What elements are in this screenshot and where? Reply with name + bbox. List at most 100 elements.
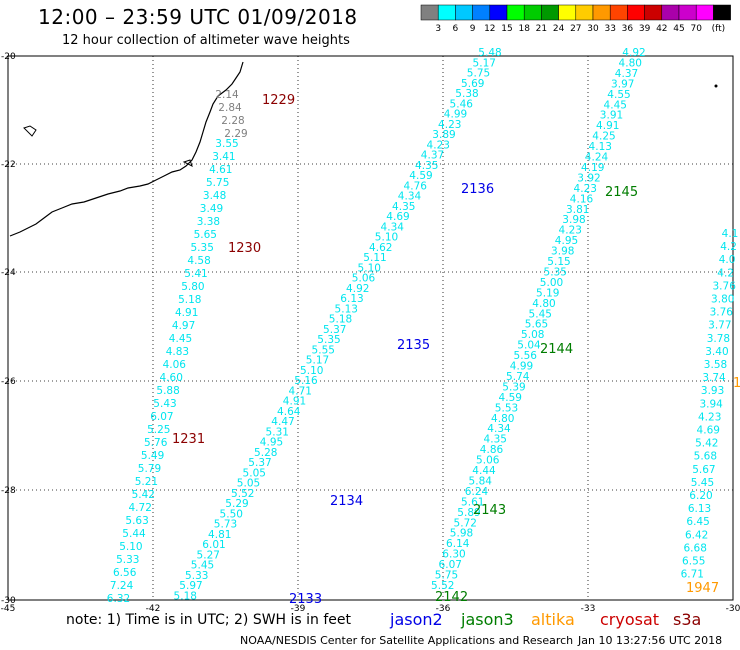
pass-number-label: 2143 xyxy=(473,503,506,518)
swh-value: 6.56 xyxy=(113,567,137,579)
swh-value: 5.65 xyxy=(194,229,217,241)
pass-number-label: 2144 xyxy=(540,342,573,357)
swh-value: 6.42 xyxy=(685,529,708,541)
swh-value: 5.42 xyxy=(695,438,718,450)
swh-value: 5.27 xyxy=(197,549,220,561)
swh-value: 6.30 xyxy=(442,549,465,561)
legend-label: 42 xyxy=(656,24,667,34)
swh-value: 5.63 xyxy=(125,515,148,527)
swh-value: 5.33 xyxy=(116,554,139,566)
swh-value: 4.23 xyxy=(427,139,450,151)
legend-label: 39 xyxy=(639,24,651,34)
swh-value: 4.81 xyxy=(208,529,231,541)
map-subtitle: 12 hour collection of altimeter wave hei… xyxy=(62,33,350,48)
swh-value: 5.69 xyxy=(461,78,484,90)
swh-value: 4.99 xyxy=(444,109,467,121)
swh-value: 4.76 xyxy=(404,180,428,192)
legend-label: 36 xyxy=(622,24,634,34)
swh-value: 5.38 xyxy=(455,88,478,100)
swh-value: 3.98 xyxy=(562,214,585,226)
swh-value: 4.80 xyxy=(491,413,514,425)
swh-value: 5.61 xyxy=(461,496,484,508)
swh-value: 5.44 xyxy=(122,528,146,540)
swh-value: 4.35 xyxy=(392,201,415,213)
swh-value: 3.38 xyxy=(197,216,220,228)
swh-value: 6.13 xyxy=(688,503,711,515)
swh-value: 3.76 xyxy=(710,307,734,319)
swh-value: 5.75 xyxy=(206,177,229,189)
swh-value: 5.74 xyxy=(506,371,530,383)
swh-value: 4.58 xyxy=(187,255,210,267)
swh-value: 3.55 xyxy=(215,138,238,150)
lat-tick-label: -28 xyxy=(1,486,16,496)
swh-value: 5.16 xyxy=(294,375,318,387)
pass-number-label: 2133 xyxy=(289,592,322,607)
swh-value: 4.80 xyxy=(532,298,555,310)
swh-value: 4.2 xyxy=(717,267,734,279)
lat-lon-grid xyxy=(8,56,733,600)
legend-label: 33 xyxy=(604,24,615,34)
swh-value: 3.74 xyxy=(702,372,726,384)
swh-value: 5.84 xyxy=(469,475,493,487)
swh-value: 4.60 xyxy=(160,372,183,384)
swh-value: 5.04 xyxy=(517,340,541,352)
swh-value: 3.91 xyxy=(600,110,623,122)
pass-labels: 1229 1230 1231 2136 2135 2134 2133 2145 2144 2143… xyxy=(172,93,740,607)
swh-value: 6.07 xyxy=(150,411,173,423)
swh-value: 5.37 xyxy=(323,324,346,336)
pass-number-label: 2136 xyxy=(461,182,494,197)
swh-value: 4.23 xyxy=(698,411,721,423)
swh-value: 5.05 xyxy=(237,478,260,490)
swh-value: 5.97 xyxy=(179,580,202,592)
swh-value: 4.19 xyxy=(581,162,604,174)
swh-value: 3.77 xyxy=(708,320,731,332)
lat-tick-label: -26 xyxy=(1,377,16,387)
lat-tick-label: -24 xyxy=(1,268,16,278)
legend-label: 3 xyxy=(435,24,441,34)
swh-value: 4.37 xyxy=(421,150,444,162)
swh-value: 5.18 xyxy=(329,314,352,326)
swh-value: 4.2 xyxy=(720,241,737,253)
swh-value: 5.37 xyxy=(248,457,271,469)
swh-value: 4.72 xyxy=(129,502,152,514)
legend-swatch xyxy=(472,4,491,21)
swh-value: 4.69 xyxy=(697,425,720,437)
swh-value: 5.41 xyxy=(184,268,207,280)
legend-swatch xyxy=(558,4,577,21)
swh-value: 4.69 xyxy=(386,211,409,223)
swh-value: 5.33 xyxy=(185,570,208,582)
swh-value: 5.79 xyxy=(138,463,161,475)
swh-value: 5.98 xyxy=(450,528,473,540)
swh-value: 4.37 xyxy=(615,68,638,80)
swh-value: 3.41 xyxy=(212,151,235,163)
swh-value: 4.59 xyxy=(499,392,522,404)
credit-line: NOAA/NESDIS Center for Satellite Applica… xyxy=(240,634,574,647)
swh-value: 3.78 xyxy=(707,333,730,345)
swh-value: 6.71 xyxy=(681,569,704,581)
lon-tick-label: -39 xyxy=(291,604,306,614)
legend-label: 45 xyxy=(673,24,684,34)
swh-value: 6.07 xyxy=(439,559,462,571)
swh-value: 5.45 xyxy=(691,477,714,489)
swh-value: 5.73 xyxy=(214,519,237,531)
swh-value: 5.06 xyxy=(476,455,500,467)
swh-value: 3.40 xyxy=(705,346,728,358)
swh-value: 4.45 xyxy=(169,333,192,345)
swh-value: 5.21 xyxy=(135,476,158,488)
swh-value: 5.18 xyxy=(174,590,197,602)
swh-value: 4.24 xyxy=(585,152,609,164)
swh-value: 3.94 xyxy=(699,398,723,410)
legend-label: 70 xyxy=(690,24,702,34)
lat-tick-label: -30 xyxy=(1,596,16,606)
swh-value: 5.67 xyxy=(692,464,715,476)
swh-value: 4.91 xyxy=(175,307,198,319)
swh-value: 3.92 xyxy=(577,172,600,184)
swh-value: 4.47 xyxy=(271,416,294,428)
color-scale-legend: 3 6 9 12 15 18 21 24 27 30 33 36 39 42 45 70 (ft) xyxy=(420,4,731,34)
swh-value: 5.76 xyxy=(144,437,168,449)
swh-value: 5.45 xyxy=(529,308,552,320)
pass-number-label: 1947 xyxy=(686,581,719,596)
swh-value: 5.17 xyxy=(473,57,496,69)
units-note: note: 1) Time is in UTC; 2) SWH is in fe… xyxy=(66,612,352,628)
